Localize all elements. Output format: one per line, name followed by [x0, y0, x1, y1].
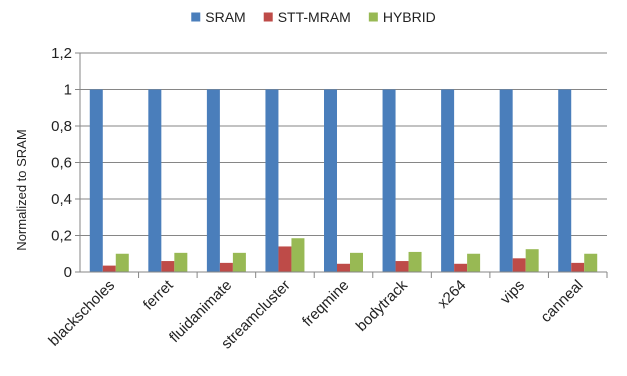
bar-stt-mram-blackscholes	[102, 265, 116, 272]
bar-sram-blackscholes	[89, 89, 103, 272]
bar-stt-mram-ferret	[161, 261, 175, 272]
legend-label: HYBRID	[383, 9, 436, 25]
bar-hybrid-freqmine	[350, 252, 363, 272]
x-tick-label: canneal	[537, 277, 586, 326]
legend-label: STT-MRAM	[278, 9, 351, 25]
bar-stt-mram-canneal	[571, 262, 585, 272]
bar-hybrid-streamcluster	[291, 238, 305, 272]
bar-stt-mram-streamcluster	[278, 246, 292, 272]
y-tick-label: 1	[64, 82, 72, 99]
y-tick-label: 0,2	[51, 228, 72, 245]
bar-hybrid-ferret	[174, 252, 188, 272]
legend: SRAM STT-MRAM HYBRID	[191, 9, 436, 25]
legend-label: SRAM	[205, 9, 245, 25]
bar-stt-mram-bodytrack	[395, 261, 409, 272]
x-tick-label: x264	[434, 277, 469, 312]
y-tick-label: 0	[64, 264, 72, 281]
x-tick-label: bodytrack	[353, 276, 411, 334]
legend-swatch-stt-mram	[263, 12, 273, 22]
bars	[89, 89, 598, 272]
legend-swatch-hybrid	[368, 12, 378, 22]
bar-hybrid-blackscholes	[115, 253, 129, 272]
bar-sram-bodytrack	[382, 89, 396, 272]
bar-hybrid-bodytrack	[408, 251, 422, 272]
bar-stt-mram-x264	[454, 263, 468, 272]
bar-stt-mram-vips	[512, 258, 526, 272]
bar-sram-streamcluster	[265, 89, 279, 272]
bar-hybrid-fluidanimate	[232, 252, 246, 272]
y-tick-label: 0,8	[51, 118, 72, 135]
y-tick-label: 0,6	[51, 155, 72, 172]
bar-stt-mram-freqmine	[337, 263, 350, 272]
x-tick-label: blackscholes	[45, 277, 118, 350]
y-tick-label: 1,2	[51, 45, 72, 62]
gridlines	[80, 52, 607, 236]
y-tick-label: 0,4	[51, 191, 72, 208]
bar-stt-mram-fluidanimate	[219, 262, 233, 272]
legend-swatch-sram	[191, 12, 201, 22]
bar-hybrid-x264	[467, 253, 481, 272]
bar-sram-x264	[441, 89, 455, 272]
x-tick-label: ferret	[140, 276, 177, 313]
bar-hybrid-vips	[525, 249, 539, 272]
bar-sram-ferret	[148, 89, 162, 272]
bar-sram-canneal	[558, 89, 572, 272]
bar-hybrid-canneal	[584, 253, 598, 272]
bar-sram-fluidanimate	[206, 89, 220, 272]
bar-sram-vips	[499, 89, 513, 272]
x-tick-label: vips	[497, 277, 528, 308]
x-tick-label: freqmine	[299, 277, 352, 330]
bar-sram-freqmine	[324, 89, 337, 272]
y-axis-label: Normalized to SRAM	[14, 129, 29, 250]
